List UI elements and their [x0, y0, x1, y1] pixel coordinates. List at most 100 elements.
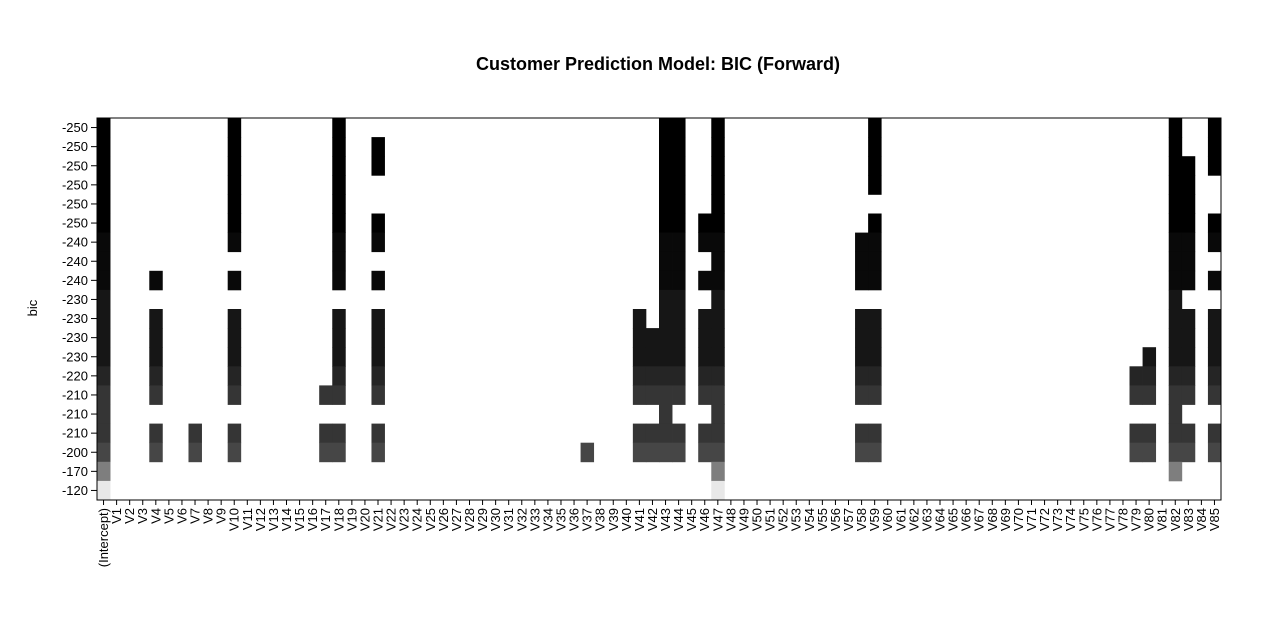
heatmap-cell — [711, 175, 725, 195]
x-tick-label: V60 — [880, 508, 895, 531]
y-axis-label: bic — [25, 299, 40, 316]
heatmap-cell — [97, 385, 111, 405]
x-tick-label: V74 — [1063, 508, 1078, 531]
heatmap-cell — [149, 442, 163, 463]
heatmap-cell — [227, 423, 242, 444]
heatmap-cell — [672, 442, 686, 463]
heatmap-cell — [332, 309, 346, 329]
heatmap-cell — [332, 137, 346, 157]
heatmap-cell — [672, 309, 686, 329]
y-tick-label: -230 — [62, 349, 88, 364]
x-tick-label: V70 — [1011, 508, 1026, 531]
heatmap-cell — [855, 366, 869, 386]
heatmap-cell — [672, 270, 686, 291]
x-tick-label: V12 — [253, 508, 268, 531]
x-tick-label: V65 — [946, 508, 961, 531]
y-tick-label: -230 — [62, 330, 88, 345]
heatmap-cell — [149, 385, 163, 405]
heatmap-cell — [698, 270, 712, 291]
x-tick-label: V6 — [174, 508, 189, 524]
heatmap-cell — [868, 156, 882, 176]
heatmap-cell — [632, 328, 647, 348]
x-tick-label: V36 — [567, 508, 582, 531]
x-tick-label: V25 — [423, 508, 438, 531]
heatmap-cell — [659, 423, 673, 444]
x-tick-label: V45 — [684, 508, 699, 531]
x-tick-label: V52 — [776, 508, 791, 531]
x-tick-label: V19 — [344, 508, 359, 531]
heatmap-cell — [97, 194, 111, 214]
heatmap-cell — [319, 385, 333, 405]
heatmap-cell — [97, 366, 111, 386]
heatmap-cell — [868, 175, 882, 195]
heatmap-cell — [1181, 194, 1196, 214]
heatmap-cell — [1129, 366, 1143, 386]
heatmap-cell — [868, 137, 882, 157]
heatmap-cell — [659, 442, 673, 463]
x-tick-label: V42 — [645, 508, 660, 531]
y-tick-label: -220 — [62, 368, 88, 383]
heatmap-cell — [659, 328, 673, 348]
heatmap-cell — [659, 309, 673, 329]
heatmap-cell — [672, 232, 686, 253]
heatmap-cell — [97, 423, 111, 444]
heatmap-cell — [149, 347, 163, 367]
heatmap-cell — [332, 328, 346, 348]
heatmap-cell — [371, 309, 385, 329]
x-tick-label: V14 — [279, 508, 294, 531]
x-tick-label: V68 — [985, 508, 1000, 531]
heatmap-cell — [1168, 461, 1183, 482]
x-tick-label: V16 — [305, 508, 320, 531]
heatmap-cell — [332, 213, 346, 233]
heatmap-cell — [580, 442, 595, 463]
heatmap-cell — [659, 175, 673, 195]
heatmap-cell — [1168, 385, 1183, 405]
heatmap-cell — [855, 309, 869, 329]
x-tick-label: V4 — [148, 508, 163, 524]
heatmap-cell — [698, 232, 712, 253]
x-tick-label: V13 — [266, 508, 281, 531]
heatmap-cell — [1168, 118, 1183, 138]
heatmap-cell — [1207, 328, 1222, 348]
y-tick-label: -230 — [62, 292, 88, 307]
heatmap-cell — [855, 442, 869, 463]
heatmap-cell — [711, 156, 725, 176]
heatmap-cell — [1142, 423, 1157, 444]
y-tick-label: -250 — [62, 139, 88, 154]
x-tick-label: V59 — [867, 508, 882, 531]
heatmap-cell — [149, 270, 163, 291]
heatmap-cell — [711, 366, 725, 386]
x-tick-label: V8 — [201, 508, 216, 524]
x-tick-label: V15 — [292, 508, 307, 531]
heatmap-cell — [1168, 194, 1183, 214]
x-tick-label: V39 — [606, 508, 621, 531]
x-tick-label: V7 — [188, 508, 203, 524]
heatmap-cell — [1168, 156, 1183, 176]
x-tick-label: V84 — [1194, 508, 1209, 531]
heatmap-cell — [97, 328, 111, 348]
heatmap-cell — [371, 156, 385, 176]
heatmap-cell — [659, 118, 673, 138]
x-tick-label: V5 — [161, 508, 176, 524]
heatmap-cell — [1181, 423, 1196, 444]
heatmap-cell — [711, 251, 725, 272]
heatmap-cell — [632, 309, 647, 329]
heatmap-cell — [659, 232, 673, 253]
x-axis: (Intercept)V1V2V3V4V5V6V7V8V9V10V11V12V1… — [96, 500, 1222, 567]
x-tick-label: V69 — [998, 508, 1013, 531]
heatmap-cell — [1142, 442, 1157, 463]
heatmap-cell — [711, 137, 725, 157]
heatmap-cell — [371, 328, 385, 348]
heatmap-cell — [711, 442, 725, 463]
heatmap-cell — [1207, 309, 1222, 329]
heatmap-cell — [868, 328, 882, 348]
heatmap-cell — [371, 385, 385, 405]
heatmap-cell — [868, 118, 882, 138]
heatmap-cell — [371, 442, 385, 463]
heatmap-cell — [672, 328, 686, 348]
heatmap-cell — [332, 385, 346, 405]
heatmap-cell — [672, 366, 686, 386]
heatmap-cell — [711, 194, 725, 214]
x-tick-label: V66 — [959, 508, 974, 531]
x-tick-label: V34 — [540, 508, 555, 531]
